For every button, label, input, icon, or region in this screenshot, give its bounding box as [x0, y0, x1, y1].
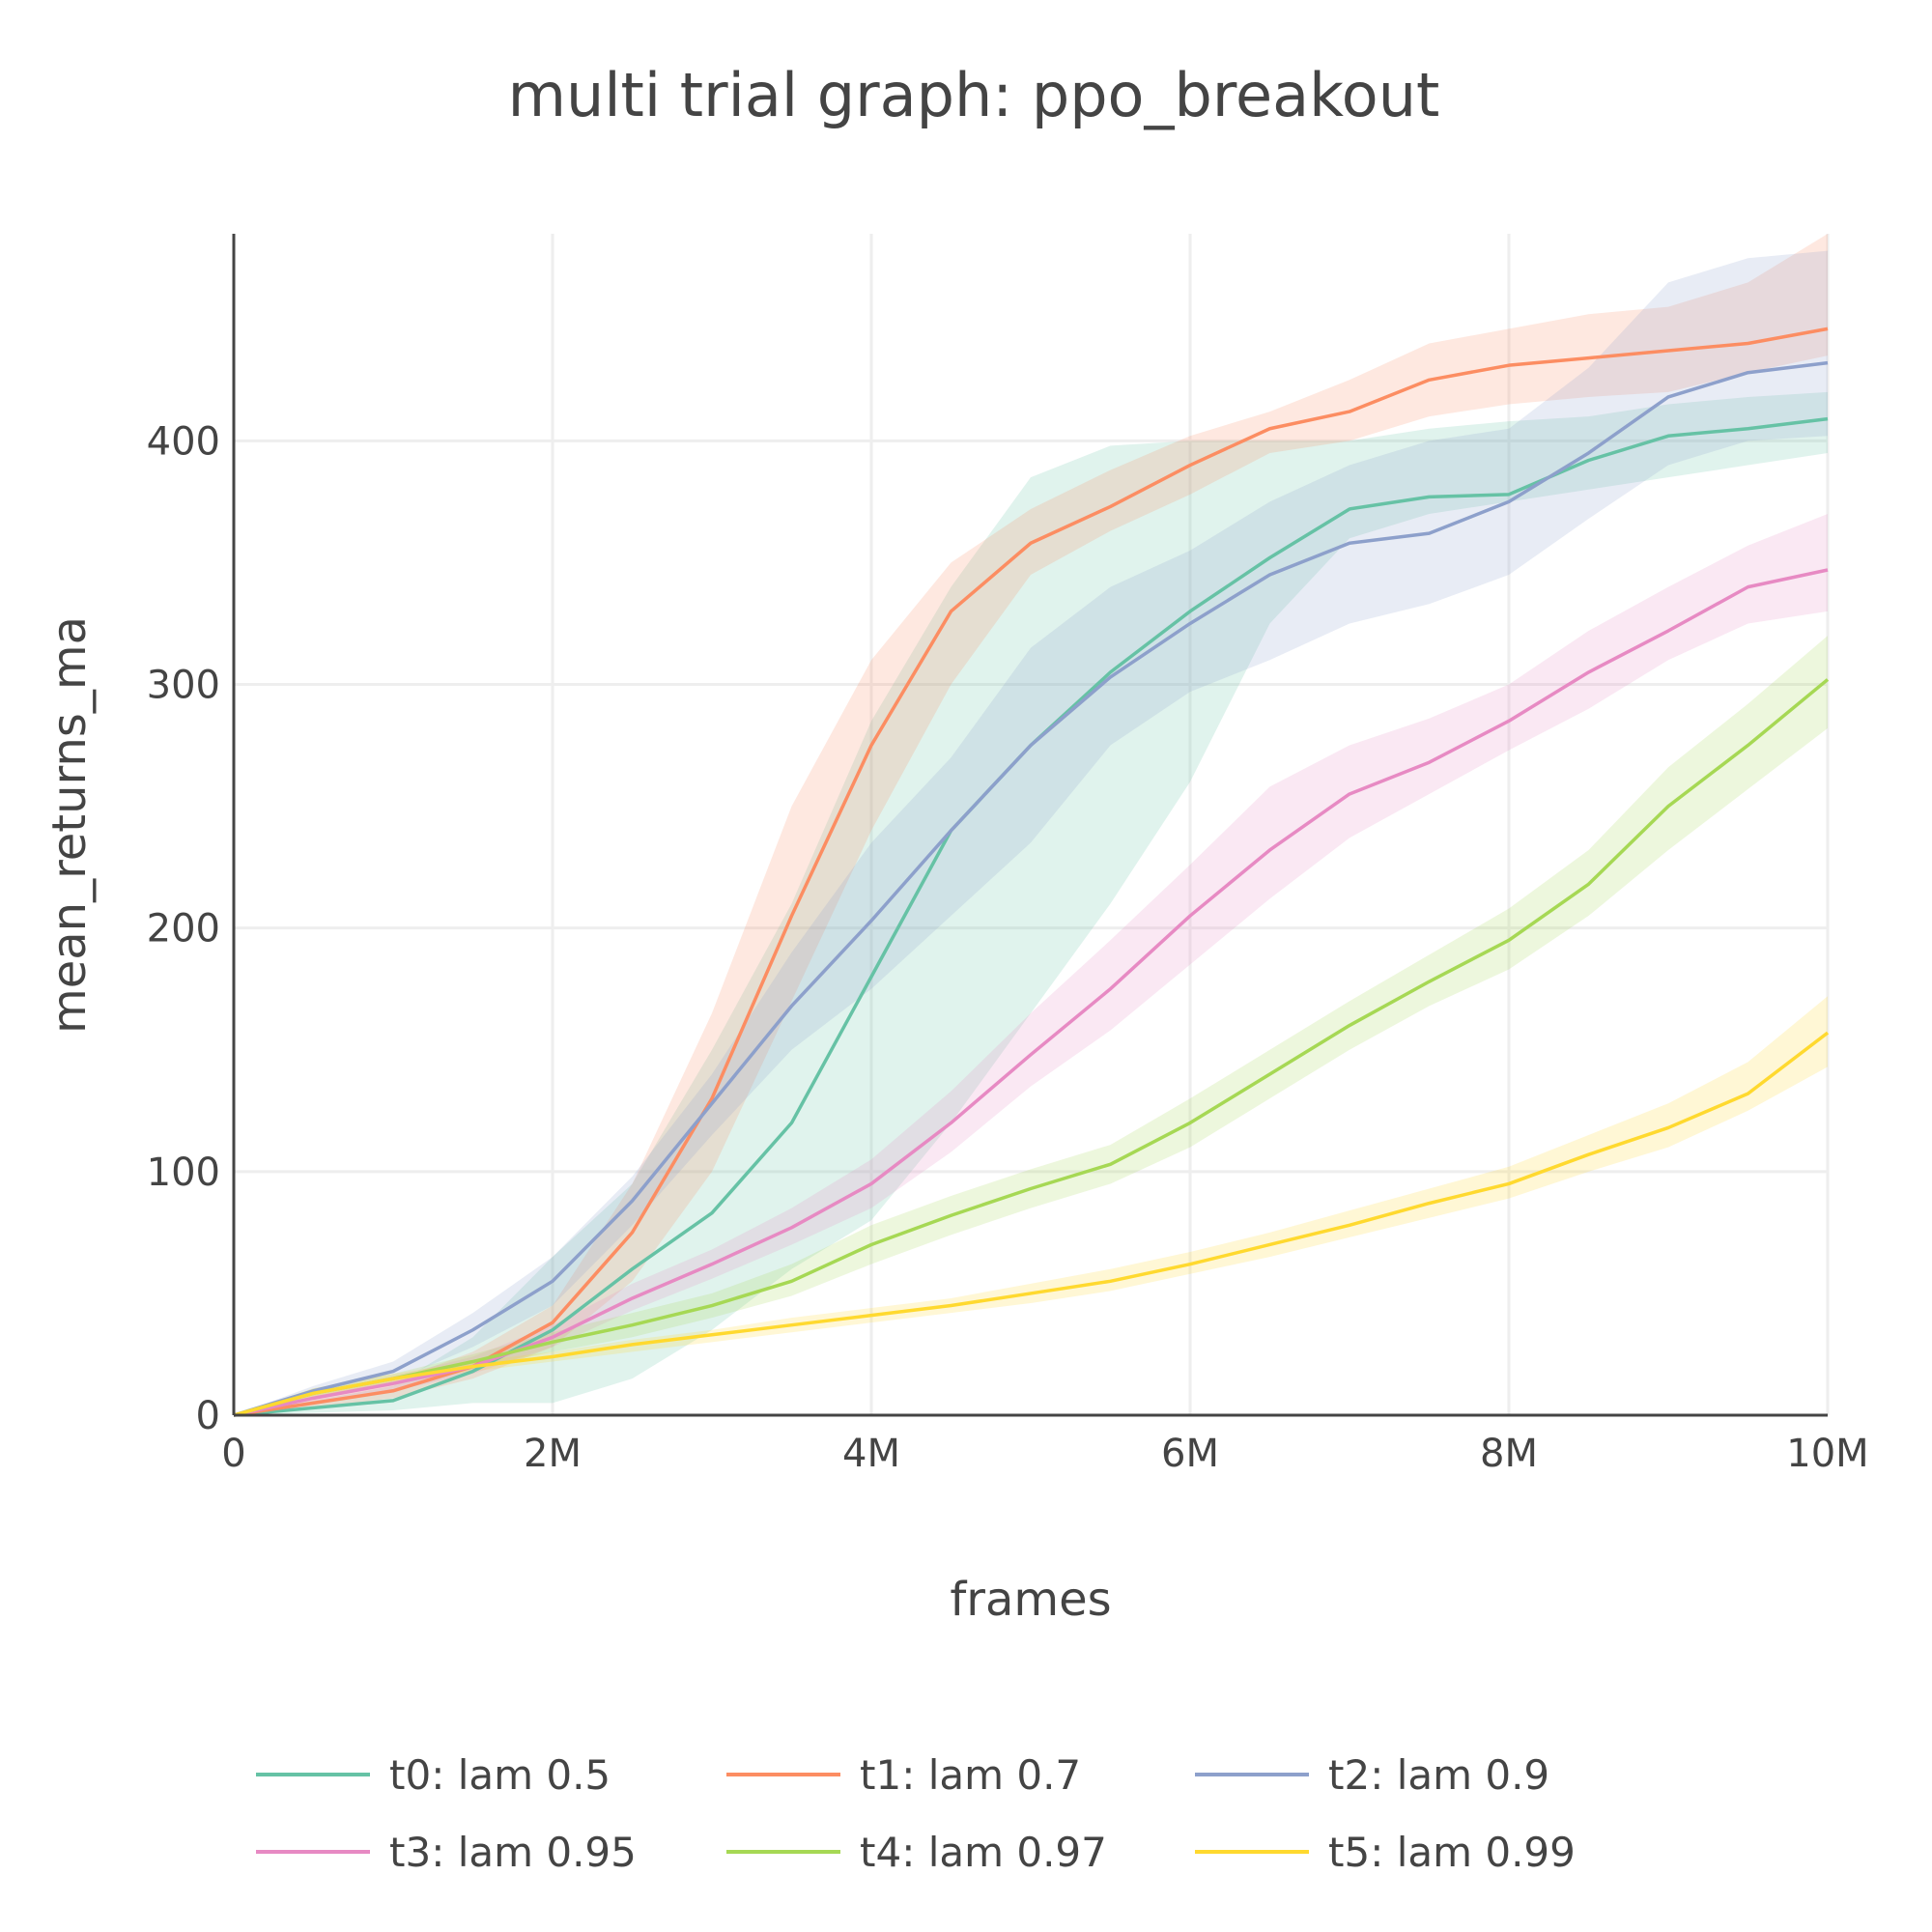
- legend-label-t3: t3: lam 0.95: [389, 1829, 637, 1876]
- y-tick-label: 100: [147, 1151, 220, 1195]
- x-tick-label: 2M: [524, 1432, 582, 1476]
- legend-label-t1: t1: lam 0.7: [860, 1751, 1081, 1799]
- grid: [234, 234, 1830, 1415]
- series-band-t2: [234, 250, 1828, 1415]
- y-tick-label: 200: [147, 907, 220, 952]
- y-tick-labels: 0 100 200 300 400: [147, 419, 220, 1438]
- legend-label-t2: t2: lam 0.9: [1328, 1751, 1549, 1799]
- x-tick-label: 4M: [842, 1432, 900, 1476]
- x-tick-label: 10M: [1786, 1432, 1868, 1476]
- series-line-t2: [233, 360, 1829, 1417]
- x-tick-label: 8M: [1480, 1432, 1538, 1476]
- series-band-t0: [234, 391, 1828, 1415]
- series-line-t4: [233, 678, 1830, 1417]
- y-axis-title: mean_returns_ma: [43, 616, 97, 1034]
- legend: t0: lam 0.5 t1: lam 0.7 t2: lam 0.9 t3: lam…: [256, 1751, 1576, 1876]
- y-tick-label: 0: [196, 1394, 220, 1438]
- x-tick-label: 0: [221, 1432, 245, 1476]
- x-tick-label: 6M: [1161, 1432, 1219, 1476]
- legend-label-t5: t5: lam 0.99: [1328, 1829, 1576, 1876]
- axes: [232, 234, 1828, 1417]
- series-line-t5: [233, 1031, 1830, 1417]
- y-tick-label: 300: [147, 664, 220, 708]
- chart-title: multi trial graph: ppo_breakout: [508, 60, 1440, 130]
- series-lines: [233, 327, 1830, 1417]
- legend-label-t4: t4: lam 0.97: [860, 1829, 1107, 1876]
- x-axis-title: frames: [950, 1573, 1111, 1627]
- confidence-bands: [234, 234, 1828, 1415]
- series-line-t1: [233, 327, 1829, 1417]
- legend-label-t0: t0: lam 0.5: [389, 1751, 611, 1799]
- series-band-t3: [234, 513, 1828, 1415]
- y-tick-label: 400: [147, 419, 220, 464]
- x-tick-labels: 0 2M 4M 6M 8M 10M: [221, 1432, 1868, 1476]
